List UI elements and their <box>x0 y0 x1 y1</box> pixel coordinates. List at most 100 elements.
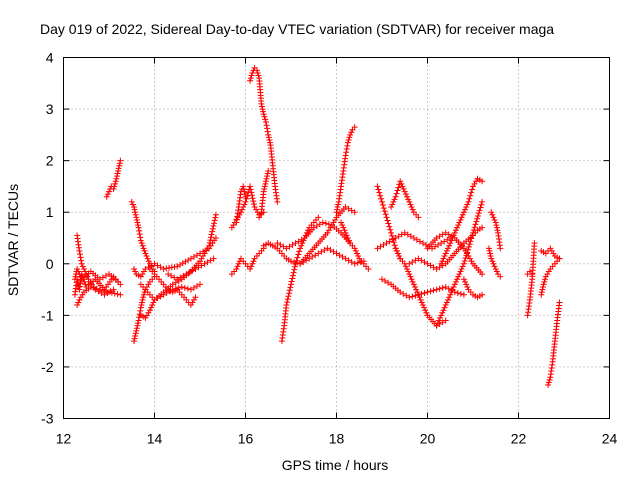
data-point <box>80 265 87 272</box>
data-point <box>464 201 471 208</box>
data-point <box>345 205 352 212</box>
data-point <box>458 214 465 221</box>
data-point <box>171 263 178 270</box>
data-point <box>348 259 355 266</box>
series-arc-11 <box>146 265 199 309</box>
data-point <box>287 284 294 291</box>
data-point <box>377 192 384 199</box>
data-point <box>190 284 197 291</box>
data-point <box>490 260 497 267</box>
data-point <box>322 220 329 227</box>
data-point <box>325 221 332 228</box>
data-point <box>78 257 85 264</box>
data-point <box>151 296 158 303</box>
data-point <box>460 291 467 298</box>
series-arc-18 <box>260 240 367 267</box>
data-point <box>388 204 395 211</box>
data-point <box>242 198 249 205</box>
data-point <box>406 198 413 205</box>
data-point <box>260 108 267 115</box>
data-point <box>113 175 120 182</box>
data-point <box>443 299 450 306</box>
data-point <box>131 204 138 211</box>
series-arc-12 <box>165 255 217 283</box>
data-point <box>469 232 476 239</box>
data-point <box>115 165 122 172</box>
data-point <box>110 186 117 193</box>
data-point <box>462 278 469 285</box>
data-point <box>309 253 316 260</box>
data-point <box>187 286 194 293</box>
data-point <box>404 193 411 200</box>
series-arc-05 <box>103 157 124 200</box>
data-point <box>380 205 387 212</box>
data-point <box>249 195 256 202</box>
data-point <box>195 264 202 271</box>
data-point <box>389 232 396 239</box>
data-point <box>96 276 103 283</box>
series-arc-15 <box>233 183 249 226</box>
data-point <box>493 222 500 229</box>
data-point <box>457 268 464 275</box>
data-point <box>261 113 268 120</box>
data-point <box>492 219 499 226</box>
data-point <box>154 295 161 302</box>
data-point <box>378 195 385 202</box>
data-point <box>154 262 161 269</box>
data-point <box>451 281 458 288</box>
data-point <box>342 152 349 159</box>
data-point <box>395 233 402 240</box>
data-point <box>239 206 246 213</box>
data-point <box>440 255 447 262</box>
data-point <box>157 264 164 271</box>
data-point <box>76 271 83 278</box>
data-point <box>336 252 343 259</box>
data-point <box>266 137 273 144</box>
data-point <box>438 312 445 319</box>
data-point <box>132 209 139 216</box>
y-tick-label: -1 <box>41 307 54 323</box>
data-point <box>133 216 140 223</box>
data-point <box>137 307 144 314</box>
data-point <box>264 173 271 180</box>
data-point <box>294 254 301 261</box>
data-point <box>440 307 447 314</box>
data-point <box>249 69 256 76</box>
data-point <box>327 247 334 254</box>
data-point <box>409 293 416 300</box>
data-point <box>418 257 425 264</box>
data-point <box>464 283 471 290</box>
data-point <box>138 299 145 306</box>
data-point <box>197 281 203 288</box>
data-point <box>103 193 110 200</box>
data-point <box>374 245 381 252</box>
data-point <box>462 206 469 213</box>
data-point <box>296 248 303 255</box>
data-point <box>262 178 269 185</box>
axis-layer: 12 14 16 18 20 22 24 4 3 2 1 0 -1 -2 -3 <box>41 50 617 447</box>
data-point <box>342 255 349 262</box>
data-point <box>110 286 117 293</box>
data-point <box>291 266 298 273</box>
data-point <box>442 250 449 257</box>
data-point <box>160 265 167 272</box>
data-point <box>116 160 123 167</box>
data-point <box>77 254 84 261</box>
data-point <box>75 268 82 275</box>
series-arc-31 <box>433 198 486 329</box>
data-point <box>491 216 498 223</box>
data-point <box>403 292 410 299</box>
data-point <box>75 283 82 290</box>
data-point <box>286 243 293 250</box>
data-point <box>212 211 219 218</box>
data-point <box>343 232 350 239</box>
data-point <box>390 239 397 246</box>
data-point <box>438 240 445 247</box>
data-point <box>136 231 143 238</box>
data-point <box>531 240 538 247</box>
data-point <box>189 267 196 274</box>
data-point <box>250 258 257 265</box>
data-point <box>315 250 322 257</box>
data-point <box>333 209 340 216</box>
data-point <box>248 189 255 196</box>
